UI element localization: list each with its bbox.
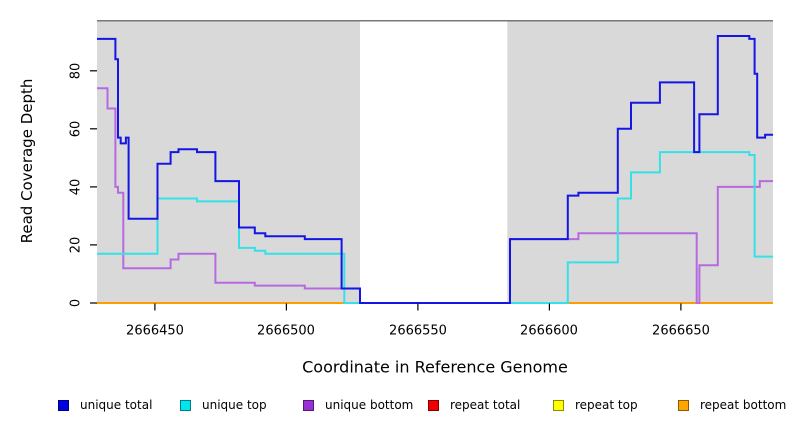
legend-item-repeat-top: repeat top — [553, 398, 638, 412]
legend-label: repeat total — [450, 398, 521, 412]
legend-item-repeat-bottom: repeat bottom — [678, 398, 786, 412]
series-line-unique-bottom — [97, 87, 773, 304]
legend-label: unique top — [202, 398, 267, 412]
x-tick-label: 2666450 — [126, 323, 184, 339]
x-axis-title: Coordinate in Reference Genome — [302, 357, 568, 377]
legend-item-unique-total: unique total — [58, 398, 152, 412]
y-axis-title: Read Coverage Depth — [18, 78, 36, 244]
legend-item-unique-top: unique top — [180, 398, 267, 412]
x-tick-label: 2666600 — [520, 323, 578, 339]
x-tick-label: 2666650 — [652, 323, 710, 339]
legend-label: unique total — [80, 398, 153, 412]
legend-swatch-icon — [678, 399, 689, 411]
masked-gap-region — [360, 21, 508, 303]
legend-swatch-icon — [303, 399, 314, 411]
y-tick-label: 40 — [68, 178, 84, 196]
legend-label: repeat bottom — [700, 398, 787, 412]
legend-label: unique bottom — [325, 398, 414, 412]
x-tick-label: 2666500 — [257, 323, 315, 339]
series-line-unique-total — [97, 35, 773, 304]
y-tick-label: 20 — [68, 236, 84, 254]
x-tick-label: 2666550 — [389, 323, 447, 339]
y-tick-label: 60 — [68, 120, 84, 138]
y-tick-label: 0 — [68, 298, 84, 308]
legend-swatch-icon — [180, 399, 191, 411]
legend-swatch-icon — [428, 399, 439, 411]
legend-label: repeat top — [575, 398, 638, 412]
legend-swatch-icon — [553, 399, 564, 411]
legend-item-repeat-total: repeat total — [428, 398, 520, 412]
legend-swatch-icon — [58, 399, 69, 411]
y-tick-label: 80 — [68, 62, 84, 80]
legend-item-unique-bottom: unique bottom — [303, 398, 413, 412]
